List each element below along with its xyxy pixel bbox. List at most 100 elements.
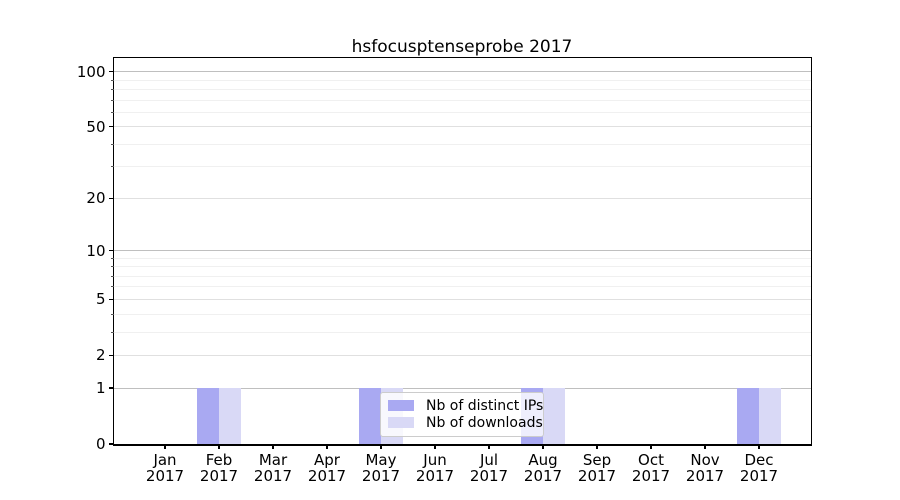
x-tick bbox=[272, 444, 274, 449]
y-tick bbox=[109, 197, 114, 199]
y-tick bbox=[109, 354, 114, 356]
y-tick-label: 20 bbox=[86, 189, 106, 208]
x-tick-label-year: 2017 bbox=[685, 467, 725, 485]
gridline-major bbox=[113, 250, 811, 251]
axis-spine-right bbox=[810, 57, 812, 446]
x-tick bbox=[218, 444, 220, 449]
x-tick-label: May 2017 bbox=[349, 452, 413, 484]
y-minor-tick bbox=[111, 313, 114, 315]
y-minor-tick bbox=[111, 166, 114, 168]
legend: Nb of distinct IPs Nb of downloads bbox=[380, 391, 544, 437]
legend-swatch bbox=[388, 417, 414, 428]
legend-entry: Nb of downloads bbox=[388, 415, 543, 431]
x-tick-label-year: 2017 bbox=[145, 467, 185, 485]
x-tick-label-month: Jul bbox=[479, 451, 499, 469]
x-tick-label: Apr 2017 bbox=[295, 452, 359, 484]
y-tick bbox=[109, 249, 114, 252]
x-tick-label-month: Mar bbox=[258, 451, 288, 469]
gridline-minor bbox=[113, 79, 811, 81]
y-tick bbox=[109, 126, 114, 128]
y-tick bbox=[109, 443, 114, 445]
y-minor-tick bbox=[111, 331, 114, 333]
x-tick-label-month: Oct bbox=[638, 451, 664, 469]
y-tick bbox=[109, 387, 114, 389]
gridline-minor bbox=[113, 286, 811, 288]
legend-entry: Nb of distinct IPs bbox=[388, 398, 543, 414]
x-tick-label-year: 2017 bbox=[361, 467, 401, 485]
y-tick-label: 2 bbox=[95, 346, 106, 365]
y-minor-tick bbox=[111, 99, 114, 101]
legend-swatch bbox=[388, 400, 414, 411]
gridline-major bbox=[113, 298, 811, 300]
y-tick-label: 100 bbox=[76, 62, 106, 81]
bar-dec-s1 bbox=[759, 388, 781, 444]
x-tick-label-year: 2017 bbox=[307, 467, 347, 485]
chart-title: hsfocusptenseprobe 2017 bbox=[351, 37, 573, 57]
gridline-minor bbox=[113, 166, 811, 168]
bar-aug-s1 bbox=[543, 388, 565, 444]
x-tick-label: Nov 2017 bbox=[673, 452, 737, 484]
x-tick-label-year: 2017 bbox=[199, 467, 239, 485]
x-tick-label-month: Aug bbox=[528, 451, 558, 469]
axis-spine-left bbox=[112, 57, 114, 446]
bar-feb-s0 bbox=[197, 388, 219, 444]
bar-dec-s0 bbox=[737, 388, 759, 444]
x-tick-label-year: 2017 bbox=[577, 467, 617, 485]
gridline-minor bbox=[113, 313, 811, 315]
y-tick bbox=[109, 70, 114, 73]
y-tick bbox=[109, 298, 114, 300]
x-tick-label-month: Nov bbox=[690, 451, 720, 469]
x-tick-label-year: 2017 bbox=[415, 467, 455, 485]
y-minor-tick bbox=[111, 266, 114, 268]
legend-label: Nb of distinct IPs bbox=[426, 397, 544, 414]
x-tick-label: Mar 2017 bbox=[241, 452, 305, 484]
x-tick-label-month: Dec bbox=[744, 451, 774, 469]
x-tick-label-year: 2017 bbox=[253, 467, 293, 485]
x-tick-label: Jan 2017 bbox=[133, 452, 197, 484]
x-tick bbox=[380, 444, 382, 449]
gridline-minor bbox=[113, 331, 811, 333]
x-tick bbox=[650, 444, 652, 449]
x-tick-label: Jun 2017 bbox=[403, 452, 467, 484]
gridline-minor bbox=[113, 257, 811, 259]
gridline-major bbox=[113, 354, 811, 356]
y-tick-label: 0 bbox=[95, 435, 106, 453]
x-tick-label: Feb 2017 bbox=[187, 452, 251, 484]
x-tick bbox=[326, 444, 328, 449]
gridline-minor bbox=[113, 143, 811, 145]
y-tick-label: 50 bbox=[86, 117, 106, 136]
x-tick bbox=[164, 444, 166, 449]
x-tick-label-month: Jan bbox=[153, 451, 177, 469]
axis-spine-top bbox=[112, 57, 812, 59]
x-tick-label-year: 2017 bbox=[523, 467, 563, 485]
y-minor-tick bbox=[111, 88, 114, 90]
x-tick-label-year: 2017 bbox=[739, 467, 779, 485]
x-tick-label-month: Sep bbox=[582, 451, 612, 469]
x-tick bbox=[488, 444, 490, 449]
gridline-minor bbox=[113, 111, 811, 113]
bar-feb-s1 bbox=[219, 388, 241, 444]
y-minor-tick bbox=[111, 143, 114, 145]
y-tick-label: 1 bbox=[95, 379, 106, 398]
x-tick bbox=[758, 444, 760, 449]
gridline-minor bbox=[113, 266, 811, 268]
y-minor-tick bbox=[111, 79, 114, 81]
gridline-minor bbox=[113, 275, 811, 277]
x-tick-label-month: Jun bbox=[423, 451, 447, 469]
y-minor-tick bbox=[111, 275, 114, 277]
gridline-major bbox=[113, 387, 811, 389]
axis-spine-bottom bbox=[112, 444, 812, 446]
x-tick-label: Jul 2017 bbox=[457, 452, 521, 484]
y-minor-tick bbox=[111, 286, 114, 288]
y-minor-tick bbox=[111, 111, 114, 113]
gridline-major bbox=[113, 71, 811, 73]
x-tick bbox=[704, 444, 706, 449]
x-tick-label-month: Apr bbox=[314, 451, 340, 469]
bar-may-s0 bbox=[359, 388, 381, 444]
gridline-major bbox=[113, 197, 811, 199]
x-tick bbox=[434, 444, 436, 449]
y-tick-label: 5 bbox=[95, 290, 106, 309]
x-tick-label: Dec 2017 bbox=[727, 452, 791, 484]
plot-area: 0 1 2 5 10 20 50 100 Jan 2017 Feb 2017 Mar 2017 Apr 201… bbox=[77, 57, 812, 484]
